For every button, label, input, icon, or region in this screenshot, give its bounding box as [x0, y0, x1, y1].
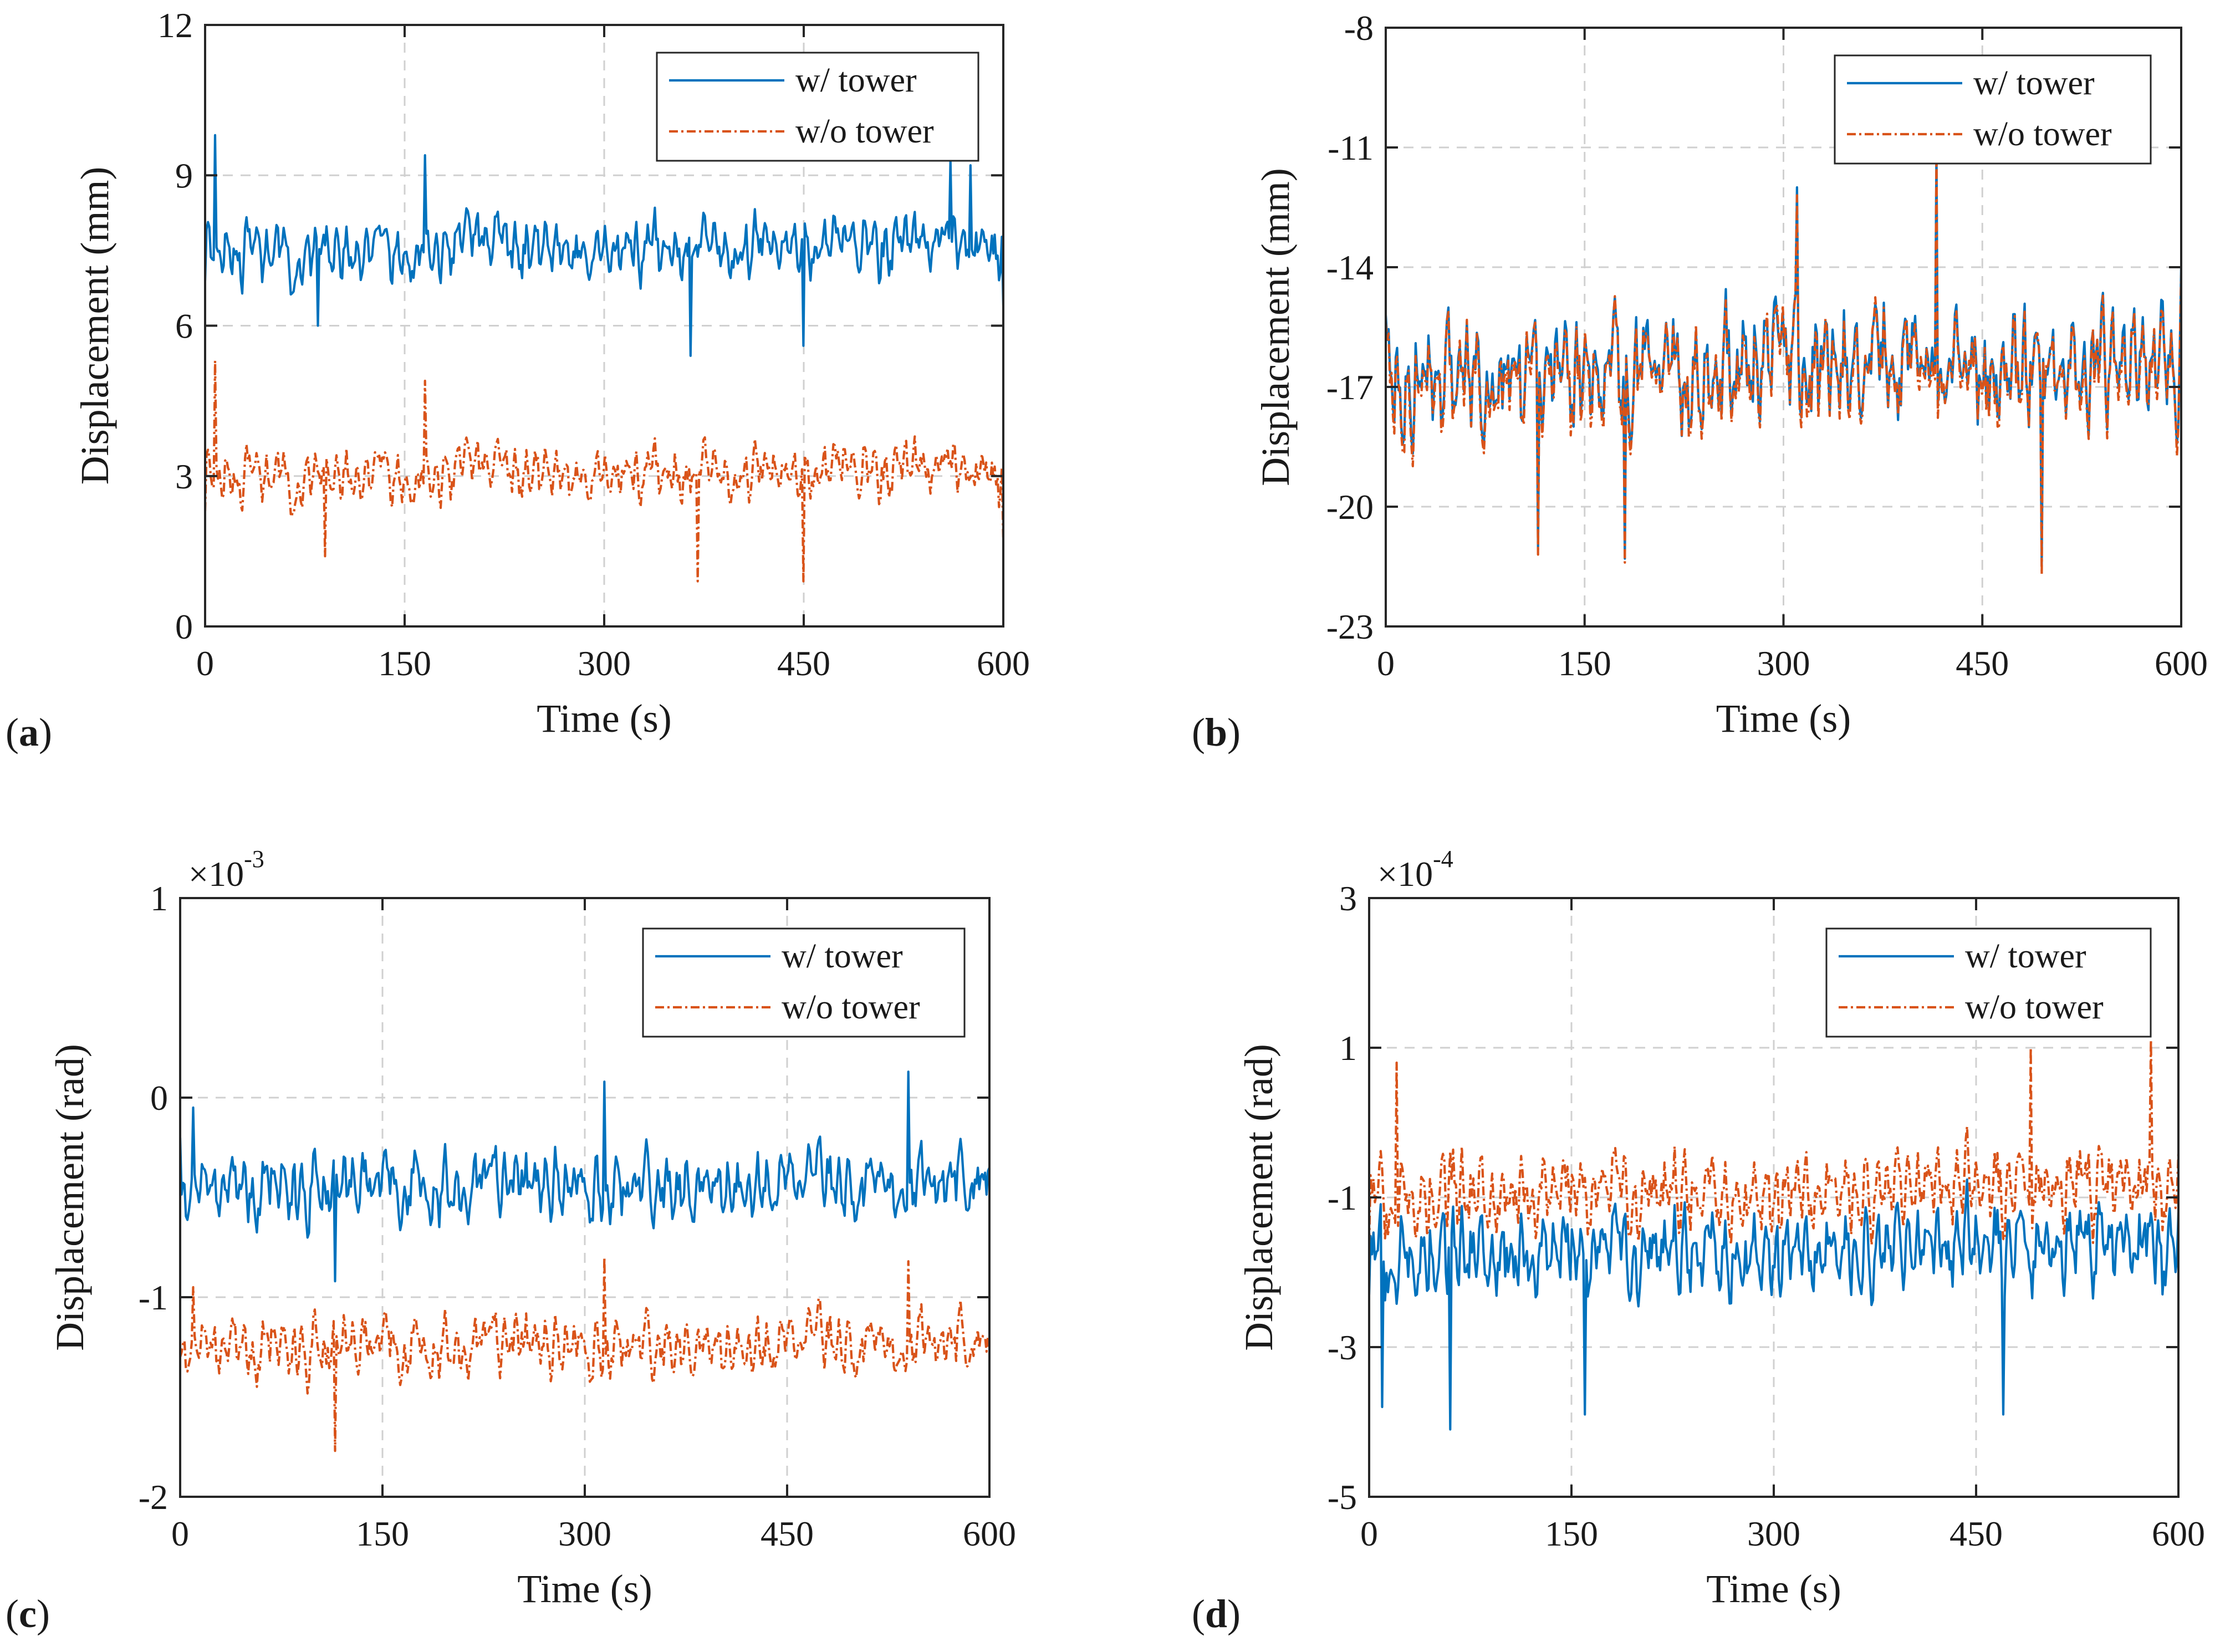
- y-tick-label: 1: [150, 879, 168, 918]
- x-tick-label: 150: [378, 644, 431, 683]
- y-tick-label: 0: [150, 1078, 168, 1118]
- legend-label: w/ tower: [1965, 937, 2086, 975]
- y-tick-label: -11: [1328, 128, 1374, 167]
- legend-box: [1834, 54, 2152, 165]
- y-tick-label: -17: [1326, 368, 1374, 407]
- y-tick-label: 6: [175, 307, 193, 346]
- x-tick-label: 0: [1360, 1514, 1378, 1553]
- x-tick-label: 600: [2155, 644, 2208, 683]
- legend-label: w/o tower: [1965, 988, 2104, 1026]
- series-line-w-tower: [205, 134, 1003, 357]
- y-tick-label: -20: [1326, 487, 1374, 527]
- x-tick-label: 300: [1757, 644, 1810, 683]
- y-tick-label: -3: [1328, 1328, 1357, 1367]
- x-tick-label: 450: [761, 1514, 814, 1553]
- panel-b: 0 150 300 450 600 -23 -20 -17 -14 -11 -8 Time (s) Di…: [1192, 8, 2208, 754]
- axis-multiplier-exponent: -4: [1433, 845, 1453, 873]
- x-tick-label: 150: [1545, 1514, 1598, 1553]
- axis-multiplier: ×10-3: [188, 845, 264, 894]
- x-tick-label: 0: [1377, 644, 1395, 683]
- x-axis-label: Time (s): [517, 1567, 652, 1611]
- series-line-w-tower: [180, 1070, 989, 1283]
- legend-label: w/o tower: [795, 113, 934, 150]
- legend-box: [1825, 927, 2152, 1038]
- panel-tag: (b): [1192, 710, 1241, 754]
- series-line-wo-tower: [180, 1256, 989, 1452]
- y-tick-label: -14: [1326, 248, 1374, 287]
- y-tick-label: -1: [139, 1278, 168, 1317]
- x-tick-label: 300: [1747, 1514, 1800, 1553]
- panel-d: 0 150 300 450 600 -5 -3 -1 1 3 Time (s) Displacemen…: [1192, 845, 2205, 1636]
- x-tick-label: 0: [171, 1514, 189, 1553]
- y-tick-label: 12: [157, 6, 193, 45]
- panel-c: 0 150 300 450 600 -2 -1 0 1 Time (s) Displacement …: [6, 845, 1016, 1636]
- y-tick-label: -8: [1344, 8, 1374, 48]
- legend-box: [642, 927, 966, 1038]
- x-tick-label: 150: [356, 1514, 409, 1553]
- panel-tag: (d): [1192, 1592, 1241, 1636]
- y-tick-label: 3: [175, 457, 193, 496]
- y-tick-label: -1: [1328, 1178, 1357, 1217]
- x-tick-label: 600: [963, 1514, 1016, 1553]
- legend-label: w/o tower: [782, 988, 920, 1026]
- y-tick-label: 9: [175, 156, 193, 195]
- x-tick-label: 300: [578, 644, 631, 683]
- series-line-w-tower: [1369, 1178, 2178, 1431]
- series-line-wo-tower: [1386, 146, 2181, 576]
- legend-label: w/ tower: [795, 62, 917, 99]
- y-tick-label: 0: [175, 607, 193, 646]
- legend-label: w/ tower: [1973, 64, 2095, 102]
- y-tick-label: -2: [139, 1477, 168, 1517]
- x-axis-label: Time (s): [537, 696, 671, 741]
- y-axis-label: Displacement (mm): [1253, 168, 1298, 486]
- y-tick-label: -5: [1328, 1477, 1357, 1517]
- series-line-wo-tower: [205, 359, 1003, 583]
- y-axis-label: Displacement (mm): [73, 167, 117, 485]
- x-axis-label: Time (s): [1716, 696, 1851, 741]
- x-tick-label: 600: [977, 644, 1030, 683]
- series-line-wo-tower: [1369, 1039, 2178, 1246]
- legend-box: [656, 52, 979, 162]
- x-tick-label: 450: [1949, 1514, 2003, 1553]
- y-tick-label: -23: [1326, 607, 1374, 646]
- legend-label: w/ tower: [782, 937, 903, 975]
- x-axis-label: Time (s): [1706, 1567, 1841, 1611]
- panel-tag: (c): [6, 1592, 50, 1636]
- x-tick-label: 450: [1956, 644, 2009, 683]
- axis-multiplier: ×10-4: [1377, 845, 1453, 894]
- panel-a: 0 150 300 450 600 0 3 6 9 12 Time (s) Displacement …: [6, 6, 1030, 754]
- x-tick-label: 150: [1558, 644, 1611, 683]
- legend-label: w/o tower: [1973, 115, 2112, 153]
- y-axis-label: Displacement (rad): [1237, 1044, 1281, 1351]
- panel-tag: (a): [6, 710, 52, 754]
- y-axis-label: Displacement (rad): [48, 1044, 92, 1351]
- axis-multiplier-exponent: -3: [244, 845, 264, 873]
- y-tick-label: 3: [1339, 879, 1357, 918]
- y-tick-label: 1: [1339, 1028, 1357, 1068]
- x-tick-label: 600: [2152, 1514, 2205, 1553]
- x-tick-label: 450: [777, 644, 830, 683]
- x-tick-label: 300: [558, 1514, 611, 1553]
- x-tick-label: 0: [196, 644, 214, 683]
